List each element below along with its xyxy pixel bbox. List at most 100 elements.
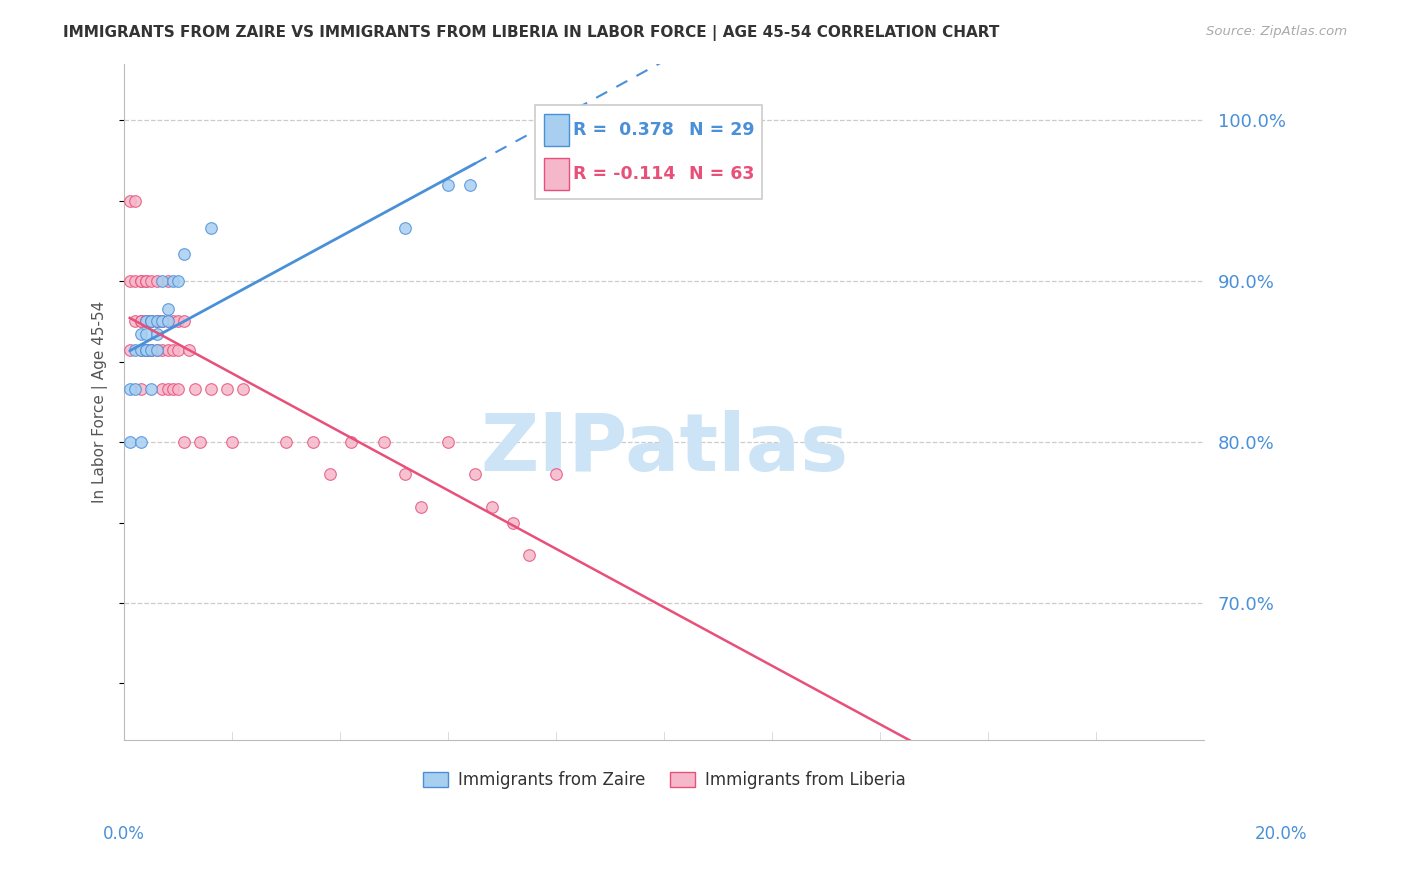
Point <box>129 314 152 328</box>
Point <box>129 274 152 288</box>
Point <box>141 314 163 328</box>
Legend: Immigrants from Zaire, Immigrants from Liberia: Immigrants from Zaire, Immigrants from L… <box>416 764 912 796</box>
Point <box>118 435 141 450</box>
Text: R = -0.114: R = -0.114 <box>574 165 676 183</box>
Point <box>167 274 190 288</box>
Text: 0.0%: 0.0% <box>103 825 145 843</box>
Point <box>188 435 211 450</box>
Point <box>373 435 395 450</box>
Point <box>118 194 141 208</box>
Point <box>141 382 163 396</box>
Point <box>156 343 179 358</box>
Point <box>156 314 179 328</box>
Point <box>141 343 163 358</box>
Point <box>118 343 141 358</box>
Point <box>156 301 179 316</box>
Point <box>124 382 146 396</box>
Point <box>145 343 167 358</box>
Point <box>129 274 152 288</box>
Point <box>135 274 157 288</box>
Point <box>173 247 195 261</box>
Point <box>145 314 167 328</box>
Point <box>124 343 146 358</box>
Point <box>129 343 152 358</box>
Point <box>150 274 173 288</box>
Point <box>173 314 195 328</box>
Point <box>145 314 167 328</box>
Point <box>156 382 179 396</box>
Point <box>177 343 200 358</box>
Point <box>215 382 238 396</box>
Point <box>167 314 190 328</box>
Point <box>232 382 254 396</box>
Point <box>135 274 157 288</box>
Point <box>276 435 298 450</box>
Point <box>502 516 524 530</box>
Point <box>167 382 190 396</box>
Text: Source: ZipAtlas.com: Source: ZipAtlas.com <box>1206 25 1347 38</box>
Point <box>150 314 173 328</box>
Point <box>141 314 163 328</box>
Point <box>173 435 195 450</box>
Point <box>162 382 184 396</box>
Y-axis label: In Labor Force | Age 45-54: In Labor Force | Age 45-54 <box>93 301 108 503</box>
Point <box>464 467 486 482</box>
Text: 20.0%: 20.0% <box>1256 825 1308 843</box>
Point <box>150 314 173 328</box>
Point <box>129 343 152 358</box>
Point <box>135 343 157 358</box>
Point <box>129 314 152 328</box>
Point <box>437 178 460 192</box>
Point <box>150 382 173 396</box>
Point <box>118 382 141 396</box>
Point <box>135 314 157 328</box>
Point <box>135 327 157 342</box>
Point <box>156 274 179 288</box>
Point <box>141 343 163 358</box>
Point <box>129 327 152 342</box>
Point <box>517 548 540 562</box>
Point <box>135 314 157 328</box>
Point <box>200 221 222 235</box>
Point <box>200 382 222 396</box>
Point <box>145 343 167 358</box>
Point <box>162 274 184 288</box>
Point <box>437 435 460 450</box>
Text: N = 63: N = 63 <box>689 165 755 183</box>
Point <box>141 314 163 328</box>
Point <box>135 343 157 358</box>
Point <box>481 500 503 514</box>
Point <box>183 382 205 396</box>
FancyBboxPatch shape <box>544 114 569 146</box>
Text: ZIPatlas: ZIPatlas <box>481 410 848 488</box>
Point <box>135 343 157 358</box>
Text: N = 29: N = 29 <box>689 121 755 139</box>
Text: R =  0.378: R = 0.378 <box>574 121 673 139</box>
Point <box>221 435 243 450</box>
Point <box>156 314 179 328</box>
Point <box>141 314 163 328</box>
Point <box>302 435 325 450</box>
Point <box>129 382 152 396</box>
FancyBboxPatch shape <box>534 104 762 199</box>
Point <box>145 274 167 288</box>
Point <box>141 343 163 358</box>
Point <box>145 327 167 342</box>
Point <box>129 435 152 450</box>
Point <box>162 343 184 358</box>
Point <box>145 314 167 328</box>
Point <box>318 467 340 482</box>
Point <box>394 467 416 482</box>
Point <box>458 178 481 192</box>
Point <box>162 314 184 328</box>
Point <box>124 274 146 288</box>
Point <box>141 274 163 288</box>
Point <box>150 343 173 358</box>
Text: IMMIGRANTS FROM ZAIRE VS IMMIGRANTS FROM LIBERIA IN LABOR FORCE | AGE 45-54 CORR: IMMIGRANTS FROM ZAIRE VS IMMIGRANTS FROM… <box>63 25 1000 41</box>
Point <box>546 467 568 482</box>
Point <box>124 194 146 208</box>
Point <box>150 314 173 328</box>
Point <box>340 435 363 450</box>
Point <box>167 343 190 358</box>
Point <box>118 274 141 288</box>
